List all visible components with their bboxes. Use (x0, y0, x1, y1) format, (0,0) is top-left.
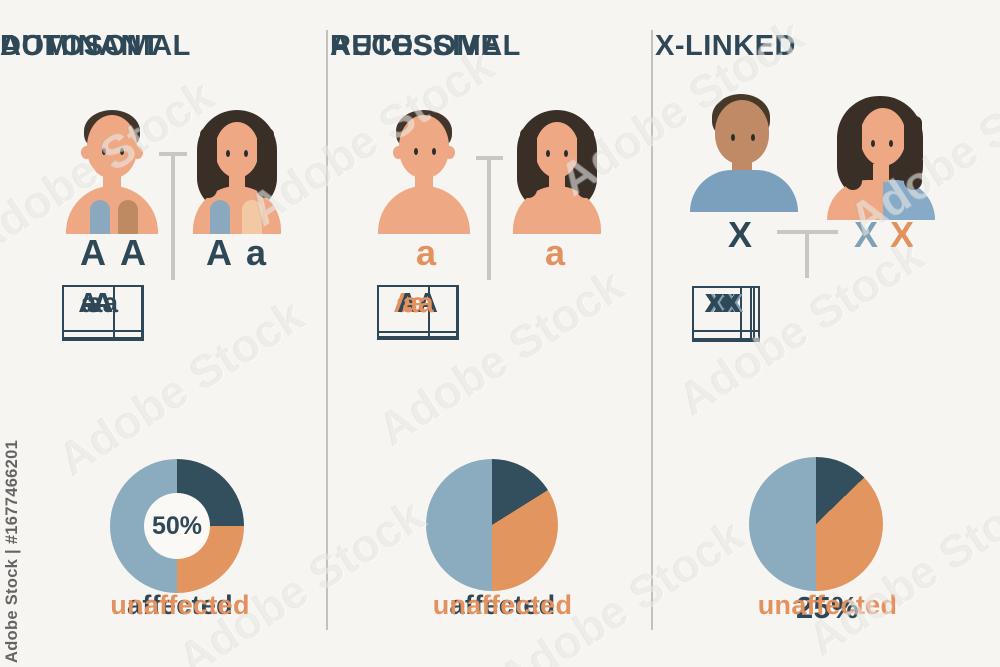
legend-item: unaffected (110, 590, 250, 620)
father-avatar (690, 94, 798, 212)
shirt-torso (690, 170, 798, 212)
father-genotype: X (710, 214, 770, 256)
neck (103, 172, 121, 188)
punnett-cell: aa (377, 285, 459, 338)
inheritance-donut-chart: 50% (110, 459, 244, 593)
chest-patch-cream (242, 200, 262, 234)
couple-connector-stem (805, 230, 809, 278)
mother-avatar (827, 96, 937, 220)
genotype-allele: a (544, 232, 566, 273)
head (715, 100, 769, 164)
genotype-allele: X (890, 214, 915, 255)
head (860, 108, 906, 166)
legend-item: affected (449, 590, 556, 620)
eye (564, 150, 568, 157)
couple-connector-stem (171, 152, 175, 280)
genotype-allele: X (853, 214, 878, 255)
eye (120, 148, 124, 155)
chest-patch-brown (118, 200, 138, 234)
eye (889, 140, 893, 147)
stock-id-watermark: Adobe Stock | #1677466201 (3, 439, 21, 663)
eye (432, 148, 436, 155)
punnett-cell: aa (62, 285, 143, 339)
chest-patch-blue (210, 200, 230, 234)
title-line: AUTOSOMAL (0, 30, 191, 62)
ear (132, 146, 143, 159)
father-genotype: a (366, 232, 486, 274)
title-line: RECESSIVE (330, 30, 501, 62)
neck (549, 174, 565, 190)
genotype-allele: X (727, 214, 752, 255)
hair-side (577, 128, 594, 198)
hair-side (257, 128, 274, 198)
neck (415, 172, 433, 188)
ear (393, 146, 404, 159)
column-divider (651, 30, 653, 630)
eye (102, 148, 106, 155)
ear (444, 146, 455, 159)
hair-side (904, 116, 922, 190)
eye (244, 150, 248, 157)
mother-genotype: a (495, 232, 615, 274)
chest-patch-blue (90, 200, 110, 234)
father-avatar (66, 110, 158, 234)
title-line: AUTOSOMAL (330, 30, 521, 62)
head (215, 122, 259, 178)
torso (378, 186, 470, 234)
column-autosomal-recessive: AUTOSOMAL RECESSIVE a a a a A AA aa a AA aa (330, 0, 655, 667)
eye (731, 134, 735, 141)
legend-item: unaffected (432, 590, 573, 620)
torso (827, 180, 935, 220)
head (535, 122, 579, 178)
genotype-allele: a (245, 232, 267, 273)
head (399, 115, 449, 178)
genotype-allele: A (120, 232, 146, 273)
genotype-allele: A (80, 232, 106, 273)
mother-avatar (511, 110, 603, 234)
father-avatar (378, 110, 470, 234)
title-line: DOMINANT (0, 30, 161, 62)
head (87, 115, 137, 178)
neck (229, 174, 245, 190)
eye (871, 140, 875, 147)
legend-item: unaffected (757, 590, 898, 620)
title-line: X-LINKED (655, 30, 796, 62)
neck (873, 164, 889, 182)
inheritance-pie-chart (749, 457, 883, 591)
ear (81, 146, 92, 159)
eye (226, 150, 230, 157)
hair-side (520, 128, 537, 198)
hair-side (844, 116, 862, 190)
donut-center-label: 50% (144, 493, 210, 559)
genotype-allele: a (415, 232, 437, 273)
couple-connector-stem (487, 156, 491, 280)
eye (546, 150, 550, 157)
genotype-allele: A (205, 232, 232, 273)
punnett-cell: XX (692, 286, 755, 340)
legend-item: 25% (796, 590, 859, 625)
mother-avatar (191, 110, 283, 234)
hair-side (200, 128, 217, 198)
eye (414, 148, 418, 155)
inheritance-pie-chart (426, 459, 558, 591)
legend-item: affected (127, 590, 233, 620)
column-divider (326, 30, 328, 630)
eye (751, 134, 755, 141)
